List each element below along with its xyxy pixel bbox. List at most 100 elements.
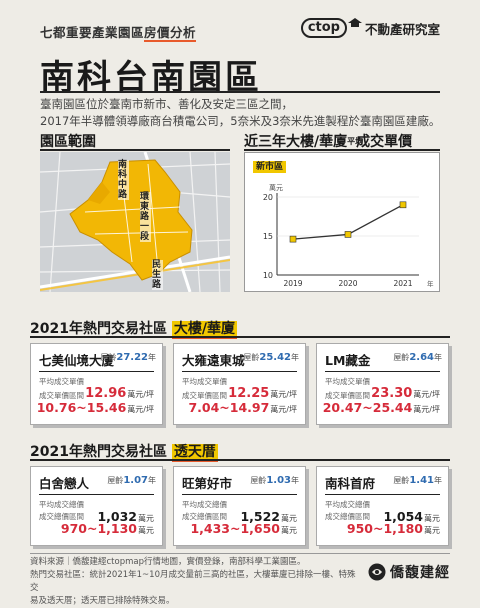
park-map-svg <box>40 152 230 292</box>
footer-line: 易及透天厝；透天厝已排除特殊交易。 <box>30 596 175 606</box>
range-number: 950~1,180 <box>346 521 423 536</box>
avg-value: 12.25萬元/坪 <box>228 386 297 401</box>
card-divider <box>325 494 440 495</box>
brand-text: 僑馥建經 <box>390 565 450 581</box>
avg-unit: 萬元/坪 <box>413 390 440 399</box>
footer-line: 資料來源｜僑馥建經ctopmap行情地圖，實價登錄，南部科學工業園區。 <box>30 557 306 567</box>
property-age-value: 1.41 <box>409 475 434 486</box>
map-section-title: 園區範圍 <box>40 134 96 150</box>
price-section-title-sub: 平均 <box>347 137 364 146</box>
card-divider <box>182 494 297 495</box>
range-number: 10.76~15.46 <box>36 400 127 415</box>
chart-title: 新市區 <box>253 161 287 173</box>
property-age-label: 屋齡 <box>393 353 410 362</box>
avg-value: 1,032萬元 <box>97 509 154 524</box>
property-age-unit: 年 <box>291 353 299 362</box>
avg-value: 1,054萬元 <box>383 509 440 524</box>
property-age-label: 屋齡 <box>393 476 410 485</box>
avg-number: 1,054 <box>383 509 423 524</box>
property-card: 大雍遠東城 屋齡25.42年 平均成交單價 12.25萬元/坪 成交單價區間 7… <box>173 343 306 425</box>
chart-point <box>344 231 352 238</box>
property-age: 屋齡2.64年 <box>393 352 442 363</box>
range-label: 成交總價區間 <box>182 512 227 521</box>
chart-ylabel: 萬元 <box>269 184 283 192</box>
map-label-road-2: 環東路一段 <box>140 192 151 242</box>
chart-svg: 20 15 10 2019 2020 2021 年 <box>263 193 434 288</box>
header-tag-highlight: 房價分析 <box>144 25 197 42</box>
price-section-divider <box>244 149 440 151</box>
avg-label: 平均成交總價 <box>182 500 227 509</box>
chart-point <box>289 235 297 243</box>
card-divider <box>325 371 440 372</box>
footer-line: 熱門交易社區：統計2021年1~10月成交量前三高的社區，大樓華廈已排除一樓、特… <box>30 570 356 593</box>
footer-notes: 資料來源｜僑馥建經ctopmap行情地圖，實價登錄，南部科學工業園區。 熱門交易… <box>30 556 360 608</box>
property-name: 七美仙境大廈 <box>39 353 115 368</box>
park-map: 南科中路 環東路一段 民生路 <box>40 152 230 292</box>
avg-number: 1,032 <box>97 509 137 524</box>
avg-unit: 萬元 <box>424 514 440 523</box>
range-value: 1,433~1,650萬元 <box>190 521 297 536</box>
price-chart: 新市區 萬元 20 15 10 2019 2020 2021 年 <box>244 152 440 292</box>
range-value: 950~1,180萬元 <box>347 521 440 536</box>
brand-logo-icon <box>368 563 386 581</box>
highrise-section-divider <box>30 336 450 338</box>
range-value: 10.76~15.46萬元/坪 <box>37 400 154 415</box>
range-unit: 萬元 <box>424 526 440 535</box>
townhouse-section-title-pre: 2021年熱門交易社區 <box>30 444 167 460</box>
property-age-value: 27.22 <box>116 352 148 363</box>
property-age-label: 屋齡 <box>250 476 267 485</box>
avg-unit: 萬元/坪 <box>127 390 154 399</box>
title-divider <box>40 91 440 93</box>
property-age: 屋齡27.22年 <box>100 352 156 363</box>
property-age-value: 2.64 <box>409 352 434 363</box>
chart-y-tick-label: 15 <box>263 232 273 241</box>
header-tag: 七都重要產業園區房價分析 <box>40 22 197 42</box>
property-age-value: 25.42 <box>259 352 291 363</box>
property-name: 旺第好市 <box>182 476 233 491</box>
property-age-label: 屋齡 <box>107 476 124 485</box>
range-label: 成交總價區間 <box>39 512 84 521</box>
highrise-section-title-hl: 大樓/華廈 <box>171 321 237 339</box>
description-line: 臺南園區位於臺南市新市、善化及安定三區之間， <box>40 97 293 111</box>
logo-mark: ctop <box>300 18 347 38</box>
map-label-road-1: 南科中路 <box>118 160 129 200</box>
graduation-cap-icon <box>347 18 362 28</box>
range-number: 20.47~25.44 <box>322 400 413 415</box>
avg-number: 12.25 <box>228 386 270 401</box>
chart-x-tick-label: 2021 <box>393 279 412 288</box>
property-name: 南科首府 <box>325 476 376 491</box>
property-age-unit: 年 <box>148 353 156 362</box>
avg-value: 23.30萬元/坪 <box>371 386 440 401</box>
range-value: 7.04~14.97萬元/坪 <box>188 400 297 415</box>
header-tag-prefix: 七都重要產業園區 <box>40 25 145 40</box>
map-section-divider <box>40 149 230 151</box>
avg-value: 1,522萬元 <box>240 509 297 524</box>
avg-unit: 萬元 <box>138 514 154 523</box>
range-number: 970~1,130 <box>60 521 137 536</box>
card-divider <box>39 494 154 495</box>
range-label: 成交單價區間 <box>325 391 370 400</box>
property-age: 屋齡1.03年 <box>250 475 299 486</box>
chart-x-tick-label: 2019 <box>283 279 302 288</box>
townhouse-section-title-hl: 透天厝 <box>171 444 218 462</box>
chart-point <box>399 201 407 209</box>
description: 臺南園區位於臺南市新市、善化及安定三區之間， 2017年半導體領導廠商台積電公司… <box>40 96 460 130</box>
range-number: 7.04~14.97 <box>188 400 270 415</box>
description-line: 2017年半導體領導廠商台積電公司，5奈米及3奈米先進製程於臺南園區建廠。 <box>40 114 441 128</box>
range-number: 1,433~1,650 <box>190 521 280 536</box>
property-age-unit: 年 <box>148 476 156 485</box>
avg-unit: 萬元/坪 <box>270 390 297 399</box>
property-name: LM藏金 <box>325 353 371 368</box>
card-divider <box>39 371 154 372</box>
range-value: 20.47~25.44萬元/坪 <box>323 400 440 415</box>
property-age-label: 屋齡 <box>100 353 117 362</box>
range-unit: 萬元 <box>281 526 297 535</box>
avg-value: 12.96萬元/坪 <box>85 386 154 401</box>
chart-x-tick-label: 2020 <box>338 279 357 288</box>
avg-unit: 萬元 <box>281 514 297 523</box>
range-unit: 萬元/坪 <box>270 405 297 414</box>
property-name: 大雍遠東城 <box>182 353 245 368</box>
range-value: 970~1,130萬元 <box>61 521 154 536</box>
price-section-title: 近三年大樓/華廈平均成交單價 <box>244 131 412 151</box>
avg-label: 平均成交總價 <box>325 500 370 509</box>
